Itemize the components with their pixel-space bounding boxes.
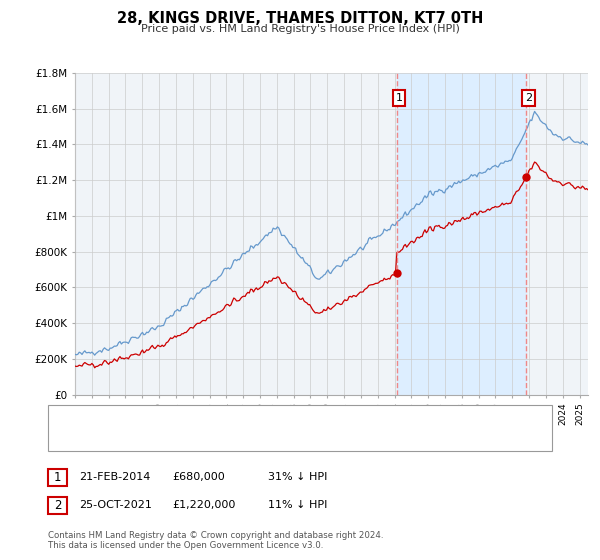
Text: 28, KINGS DRIVE, THAMES DITTON, KT7 0TH: 28, KINGS DRIVE, THAMES DITTON, KT7 0TH — [117, 11, 483, 26]
Text: HPI: Average price, detached house, Elmbridge: HPI: Average price, detached house, Elmb… — [91, 433, 337, 443]
Text: 21-FEB-2014: 21-FEB-2014 — [79, 472, 151, 482]
Text: 28, KINGS DRIVE, THAMES DITTON, KT7 0TH (detached house): 28, KINGS DRIVE, THAMES DITTON, KT7 0TH … — [91, 413, 415, 423]
Text: 2: 2 — [525, 93, 532, 103]
Text: 1: 1 — [54, 470, 61, 484]
Text: £1,220,000: £1,220,000 — [172, 500, 236, 510]
Text: 1: 1 — [395, 93, 403, 103]
Bar — [397, 73, 526, 395]
Text: 25-OCT-2021: 25-OCT-2021 — [79, 500, 152, 510]
Text: 31% ↓ HPI: 31% ↓ HPI — [268, 472, 328, 482]
Text: £680,000: £680,000 — [172, 472, 225, 482]
Text: Contains HM Land Registry data © Crown copyright and database right 2024.
This d: Contains HM Land Registry data © Crown c… — [48, 531, 383, 550]
Text: 11% ↓ HPI: 11% ↓ HPI — [268, 500, 328, 510]
Text: Price paid vs. HM Land Registry's House Price Index (HPI): Price paid vs. HM Land Registry's House … — [140, 24, 460, 34]
Text: 2: 2 — [54, 498, 61, 512]
